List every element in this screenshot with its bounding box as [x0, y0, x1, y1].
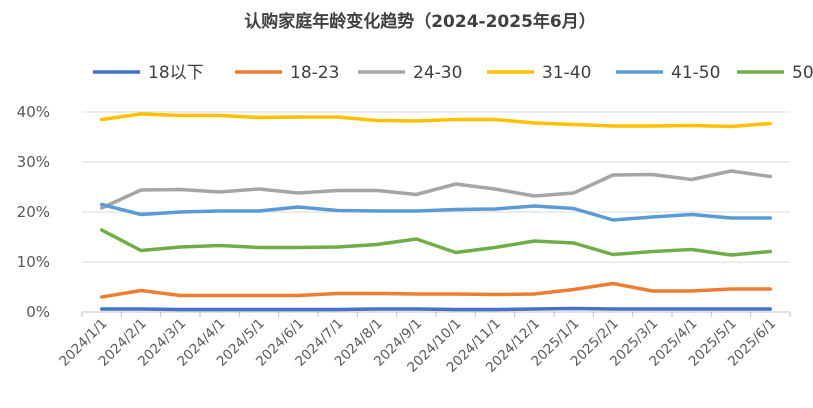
- legend: 18以下 18-23 24-30 31-40 41-50 50以上: [93, 63, 813, 83]
- legend-label: 24-30: [413, 63, 462, 83]
- series-line-5: [99, 228, 773, 257]
- legend-label: 50以上: [792, 63, 813, 83]
- series-line-2: [99, 169, 773, 210]
- legend-label: 31-40: [542, 63, 591, 83]
- legend-label: 18-23: [290, 63, 339, 83]
- series-line-1: [99, 281, 773, 299]
- series-line-4: [99, 202, 773, 222]
- chart-title: 认购家庭年龄变化趋势（2024-2025年6月）: [244, 11, 596, 32]
- y-tick-label: 40%: [17, 103, 50, 121]
- legend-label: 41-50: [671, 63, 720, 83]
- y-tick-label: 0%: [26, 303, 50, 321]
- y-tick-label: 20%: [17, 203, 50, 221]
- x-axis-ticks: 2024/1/12024/2/12024/3/12024/4/12024/5/1…: [56, 312, 791, 376]
- legend-label: 18以下: [148, 63, 204, 83]
- y-tick-label: 30%: [17, 153, 50, 171]
- series-line-0: [99, 306, 773, 312]
- y-tick-label: 10%: [17, 253, 50, 271]
- series-line-3: [99, 112, 773, 129]
- y-axis-ticks: 0% 10% 20% 30% 40%: [17, 103, 50, 321]
- series-group: [99, 112, 773, 312]
